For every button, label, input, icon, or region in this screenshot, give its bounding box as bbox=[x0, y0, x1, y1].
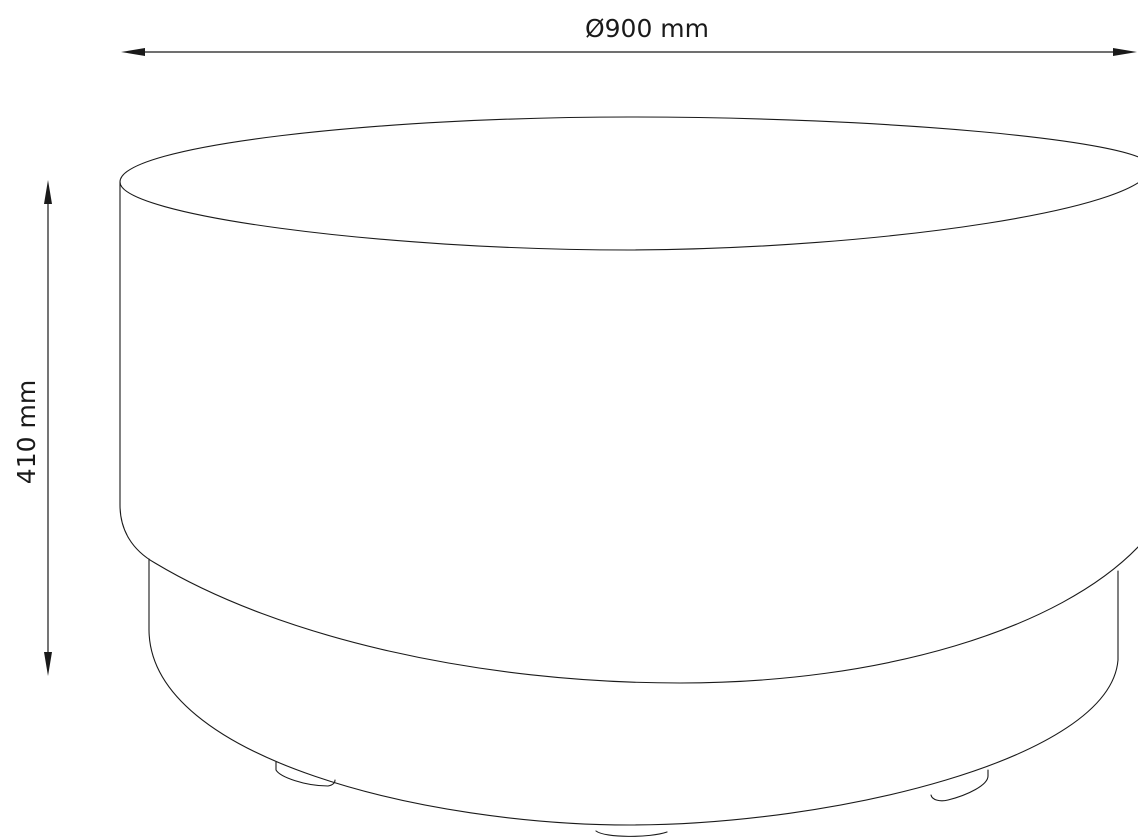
lower-base bbox=[148, 558, 1119, 826]
height-dimension: 410 mm bbox=[12, 180, 52, 676]
foot-right bbox=[930, 769, 989, 802]
upper-drum bbox=[119, 181, 1138, 684]
diameter-arrow-left bbox=[121, 48, 145, 56]
tabletop-ellipse bbox=[119, 116, 1138, 251]
foot-center bbox=[595, 830, 668, 837]
diameter-dimension: Ø900 mm bbox=[121, 14, 1137, 56]
height-arrow-bottom bbox=[44, 652, 52, 676]
diameter-arrow-right bbox=[1113, 48, 1137, 56]
coffee-table bbox=[119, 116, 1138, 837]
foot-left bbox=[275, 761, 336, 787]
height-arrow-top bbox=[44, 180, 52, 204]
diameter-label: Ø900 mm bbox=[585, 14, 709, 43]
height-label: 410 mm bbox=[12, 380, 41, 484]
